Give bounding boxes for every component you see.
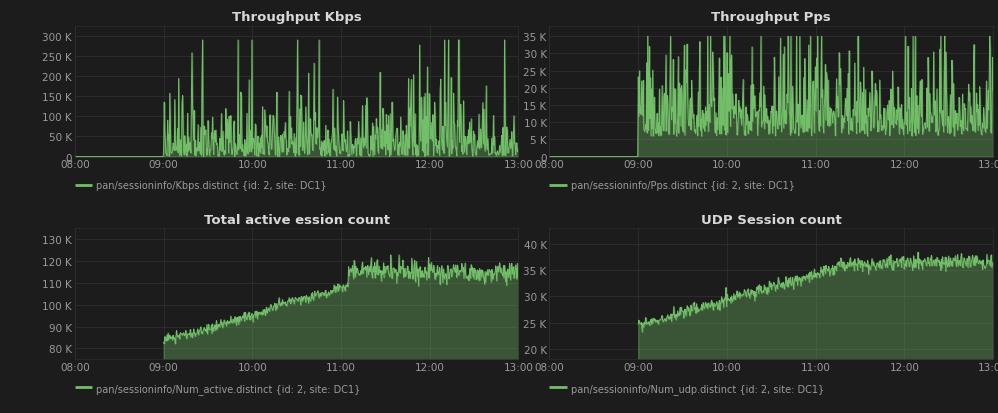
Legend: pan/sessioninfo/Num_udp.distinct {id: 2, site: DC1}: pan/sessioninfo/Num_udp.distinct {id: 2,…: [550, 383, 824, 394]
Legend: pan/sessioninfo/Kbps.distinct {id: 2, site: DC1}: pan/sessioninfo/Kbps.distinct {id: 2, si…: [75, 181, 327, 191]
Title: Throughput Pps: Throughput Pps: [712, 11, 831, 24]
Title: UDP Session count: UDP Session count: [701, 214, 841, 226]
Legend: pan/sessioninfo/Num_active.distinct {id: 2, site: DC1}: pan/sessioninfo/Num_active.distinct {id:…: [75, 383, 360, 394]
Title: Total active ession count: Total active ession count: [204, 214, 389, 226]
Title: Throughput Kbps: Throughput Kbps: [232, 11, 361, 24]
Legend: pan/sessioninfo/Pps.distinct {id: 2, site: DC1}: pan/sessioninfo/Pps.distinct {id: 2, sit…: [550, 181, 794, 191]
